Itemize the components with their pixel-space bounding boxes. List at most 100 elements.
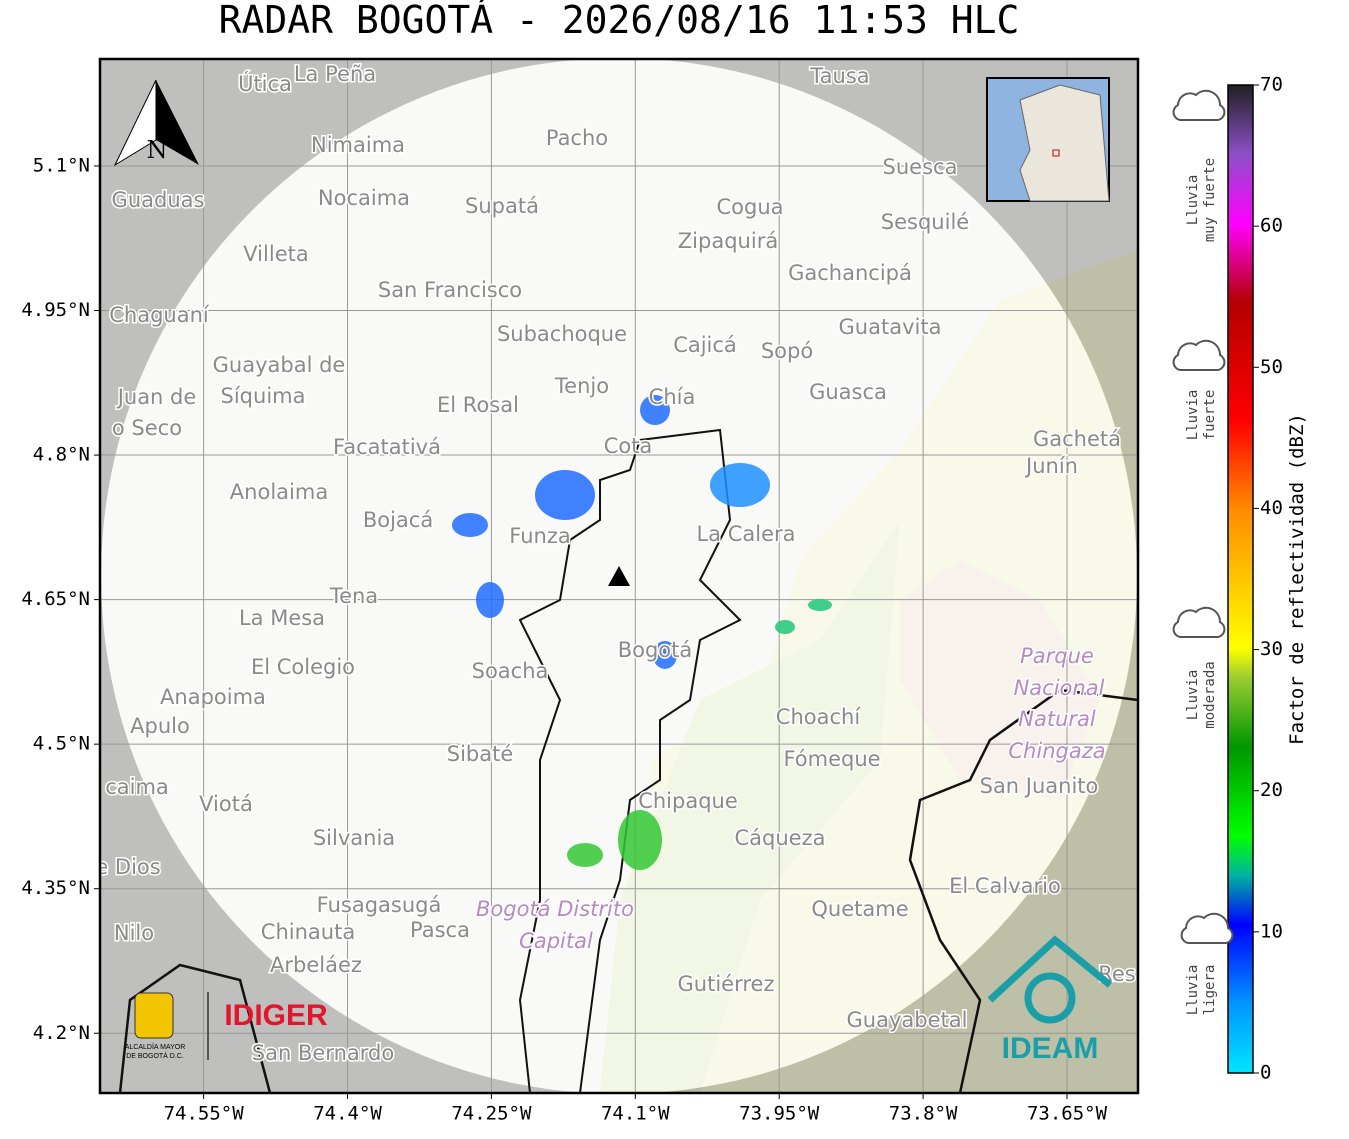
place-label: Subachoque <box>497 322 627 346</box>
place-label: Fusagasugá <box>317 893 442 917</box>
place-label: Supatá <box>465 194 539 218</box>
place-label: Tausa <box>809 64 869 88</box>
park-label: Bogotá Distrito <box>476 897 634 921</box>
place-label: Chaguaní <box>109 303 210 327</box>
place-label: El Rosal <box>437 393 519 417</box>
rain-class-label: Lluvia <box>1185 175 1201 226</box>
x-tick-label: 73.8°W <box>889 1103 958 1125</box>
place-label: Zipaquirá <box>678 229 778 253</box>
place-label: San Francisco <box>378 278 522 302</box>
place-label: Viotá <box>199 792 253 816</box>
place-label: Sibaté <box>447 742 514 766</box>
place-label: Silvania <box>313 826 395 850</box>
place-label: e Dios <box>95 855 160 879</box>
y-tick-label: 4.8°N <box>33 444 90 466</box>
place-label: Guatavita <box>839 315 942 339</box>
place-label: Bojacá <box>363 508 433 532</box>
place-label: El Colegio <box>251 655 355 679</box>
place-label: Útica <box>238 71 292 96</box>
radar-echoes <box>452 395 832 870</box>
place-label: Sopó <box>761 339 813 363</box>
place-label: Nimaima <box>311 133 405 157</box>
rain-class-label: Lluvia <box>1185 390 1201 441</box>
colorbar-tick-label: 60 <box>1260 215 1283 237</box>
place-label: Villeta <box>243 242 308 266</box>
place-label: Tena <box>329 584 378 608</box>
place-label: Síquima <box>221 384 306 408</box>
y-tick-label: 4.5°N <box>33 733 90 755</box>
rain-class-label: Lluvia <box>1185 670 1201 721</box>
place-label: Chinauta <box>261 920 355 944</box>
place-label: Cota <box>604 434 653 458</box>
rain-class-label: ligera <box>1202 965 1218 1016</box>
place-label: Sesquilé <box>881 210 969 234</box>
park-label: Capital <box>519 929 593 953</box>
place-label: caima <box>105 775 169 799</box>
place-label: El Calvario <box>949 874 1061 898</box>
place-label: Quetame <box>811 897 908 921</box>
y-tick-label: 4.35°N <box>21 877 90 899</box>
rain-class-label: fuerte <box>1202 390 1218 441</box>
place-label: Gachancipá <box>788 261 912 285</box>
rain-class-label: moderada <box>1202 661 1218 728</box>
place-label: Apulo <box>130 714 190 738</box>
place-label: Cajicá <box>673 333 737 357</box>
place-label: Anolaima <box>230 480 328 504</box>
park-label: Natural <box>1018 707 1096 731</box>
alcaldia-line: ALCALDÍA MAYOR <box>125 1042 186 1051</box>
place-label: Guaduas <box>112 188 205 212</box>
park-label: Nacional <box>1014 676 1105 700</box>
alcaldia-line: DE BOGOTÁ D.C. <box>126 1051 184 1060</box>
place-label: Junín <box>1024 454 1078 478</box>
colorbar-tick-label: 40 <box>1260 497 1283 519</box>
x-tick-label: 74.4°W <box>313 1103 382 1125</box>
place-label: Chía <box>649 385 696 409</box>
place-label: Guayabetal <box>847 1008 968 1032</box>
y-tick-label: 4.65°N <box>21 588 90 610</box>
place-label: Suesca <box>883 155 958 179</box>
place-label: Tenjo <box>554 374 609 398</box>
y-tick-label: 4.95°N <box>21 299 90 321</box>
place-label: Arbeláez <box>270 953 362 977</box>
x-tick-label: 74.55°W <box>164 1103 245 1125</box>
park-label: Parque <box>1020 644 1094 668</box>
place-label: Funza <box>509 524 570 548</box>
place-label: Choachí <box>776 705 862 729</box>
place-label: Cogua <box>716 195 783 219</box>
north-label: N <box>147 136 168 164</box>
place-label: San Juanito <box>980 774 1099 798</box>
place-label: Guasca <box>809 380 887 404</box>
place-label: Nilo <box>114 921 154 945</box>
colorbar-tick-label: 30 <box>1260 638 1283 660</box>
place-label: Cáqueza <box>735 826 826 850</box>
place-label: Gachetá <box>1033 427 1121 451</box>
place-label: Anapoima <box>160 685 266 709</box>
colorbar-tick-label: 20 <box>1260 779 1283 801</box>
place-label: Chipaque <box>638 789 738 813</box>
place-label: La Calera <box>696 522 795 546</box>
place-label: Bogotá <box>618 638 693 662</box>
x-tick-label: 74.1°W <box>601 1103 670 1125</box>
x-tick-label: 73.95°W <box>739 1103 820 1125</box>
park-label: Chingaza <box>1008 739 1105 763</box>
x-tick-label: 73.65°W <box>1027 1103 1108 1125</box>
idiger-logo: IDIGER <box>224 999 328 1032</box>
y-tick-label: 4.2°N <box>33 1022 90 1044</box>
title: RADAR BOGOTÁ - 2026/08/16 11:53 HLC <box>219 0 1020 42</box>
place-label: Facatativá <box>333 435 441 459</box>
colorbar-tick-label: 50 <box>1260 356 1283 378</box>
place-label: Juan de <box>116 385 197 409</box>
place-label: La Peña <box>294 62 376 86</box>
place-label: Fómeque <box>783 747 880 771</box>
place-label: Pacho <box>546 126 608 150</box>
place-label: San Bernardo <box>252 1041 394 1065</box>
colorbar-tick-label: 10 <box>1260 920 1283 942</box>
place-label: La Mesa <box>239 606 325 630</box>
place-label: Guayabal de <box>213 353 346 377</box>
place-label: Gutiérrez <box>678 972 775 996</box>
y-tick-label: 5.1°N <box>33 154 90 176</box>
ideam-logo: IDEAM <box>1002 1032 1099 1065</box>
